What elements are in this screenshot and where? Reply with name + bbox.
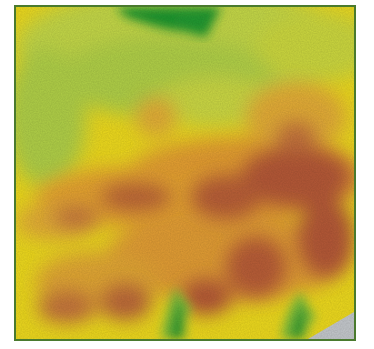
elevation-map [14, 5, 356, 341]
terrain-texture [16, 7, 354, 339]
elevation-map-canvas [16, 7, 354, 339]
